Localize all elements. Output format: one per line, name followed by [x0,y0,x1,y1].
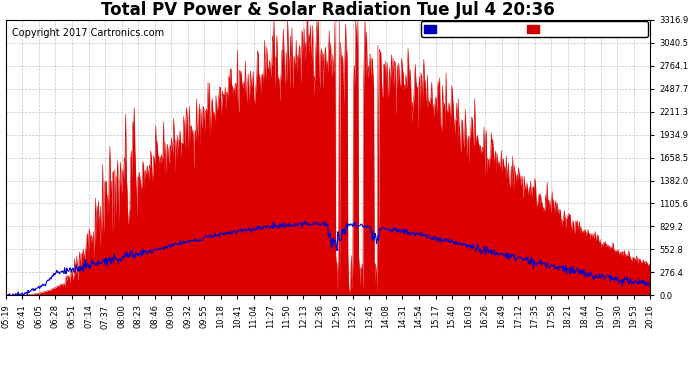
Legend: Radiation (W/m2), PV Panels (DC Watts): Radiation (W/m2), PV Panels (DC Watts) [421,21,649,38]
Text: Copyright 2017 Cartronics.com: Copyright 2017 Cartronics.com [12,28,164,38]
Title: Total PV Power & Solar Radiation Tue Jul 4 20:36: Total PV Power & Solar Radiation Tue Jul… [101,2,555,20]
